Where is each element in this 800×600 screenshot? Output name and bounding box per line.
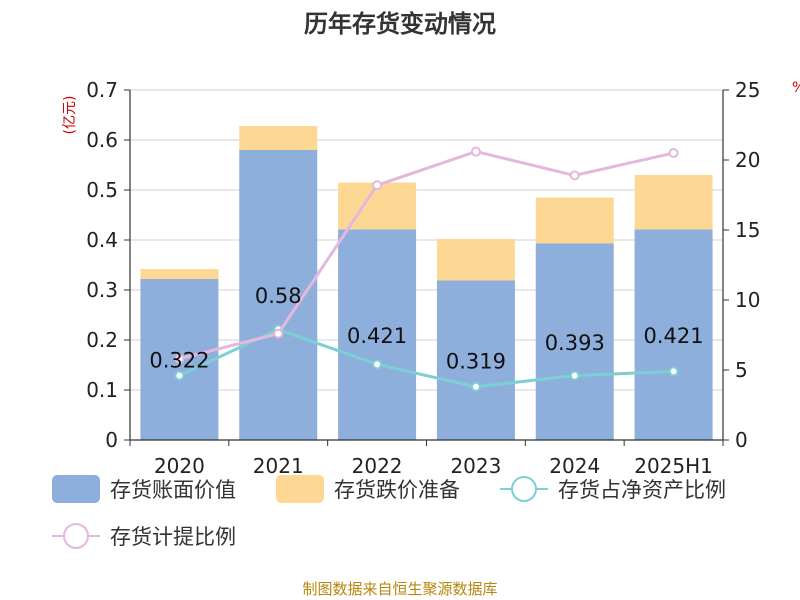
- data-label: 0.421: [347, 324, 407, 348]
- right-tick-label: 25: [735, 78, 760, 102]
- series-point: [174, 370, 185, 381]
- x-tick-label: 2020: [154, 454, 205, 478]
- data-label: 0.393: [545, 331, 605, 355]
- left-axis-unit: (亿元): [62, 96, 78, 135]
- series-point: [470, 146, 481, 157]
- legend-swatch: [52, 475, 100, 503]
- left-tick-label: 0.4: [86, 228, 118, 252]
- x-tick-label: 2024: [549, 454, 600, 478]
- series-point: [668, 148, 679, 158]
- data-label: 0.58: [255, 284, 302, 308]
- data-label: 0.322: [149, 349, 209, 373]
- source-note: 制图数据来自恒生聚源数据库: [302, 580, 497, 598]
- x-tick-label: 2022: [352, 454, 403, 478]
- left-tick-label: 0.5: [86, 178, 118, 202]
- data-label: 0.421: [644, 324, 704, 348]
- left-tick-label: 0.1: [86, 378, 118, 402]
- series-point: [372, 359, 383, 370]
- legend-label: 存货跌价准备: [334, 478, 460, 502]
- series-line: [179, 150, 674, 361]
- right-tick-label: 5: [735, 358, 748, 382]
- bar-segment: [140, 269, 219, 279]
- left-tick-label: 0: [105, 428, 118, 452]
- legend-swatch: [276, 475, 324, 503]
- bar-segment: [634, 175, 713, 230]
- series-point: [569, 170, 580, 181]
- bars: [140, 126, 713, 440]
- right-tick-label: 0: [735, 428, 748, 452]
- series-point: [668, 366, 679, 377]
- legend-marker: [63, 523, 89, 549]
- series-point: [174, 353, 185, 364]
- x-tick-label: 2021: [253, 454, 304, 478]
- right-axis-unit: %: [792, 80, 800, 96]
- data-labels: 0.322 0.58 0.421 0.319 0.393 0.421: [149, 284, 703, 373]
- legend-label: 存货计提比例: [110, 525, 236, 549]
- right-tick-label: 10: [735, 288, 760, 312]
- left-tick-label: 0.2: [86, 328, 118, 352]
- right-tick-label: 20: [735, 148, 760, 172]
- chart-title: 历年存货变动情况: [304, 10, 496, 38]
- bar-segment: [634, 229, 713, 440]
- axes: 0 0.1 0.2 0.3 0.4 0.5 0.6 0.7 0 5 10 15 20 25 2020 2021…: [86, 78, 760, 478]
- legend-label: 存货账面价值: [110, 478, 236, 502]
- series-point: [372, 180, 383, 191]
- bar-segment: [239, 126, 318, 150]
- bar-segment: [535, 243, 614, 440]
- bar-segment: [535, 197, 614, 244]
- right-tick-label: 15: [735, 218, 760, 242]
- legend-label: 存货占净资产比例: [558, 478, 726, 502]
- x-tick-label: 2025H1: [634, 454, 713, 478]
- series-point: [470, 381, 481, 392]
- bar-segment: [338, 229, 417, 440]
- left-tick-label: 0.6: [86, 128, 118, 152]
- series-lines: [174, 146, 679, 392]
- series-point: [569, 370, 580, 381]
- x-tick-label: 2023: [450, 454, 501, 478]
- bar-segment: [436, 239, 515, 281]
- left-tick-label: 0.7: [86, 78, 118, 102]
- bar-segment: [436, 280, 515, 440]
- data-label: 0.319: [446, 349, 506, 373]
- series-point: [273, 328, 284, 339]
- grid-lines: [130, 89, 723, 441]
- legend-marker: [511, 476, 537, 502]
- left-tick-label: 0.3: [86, 278, 118, 302]
